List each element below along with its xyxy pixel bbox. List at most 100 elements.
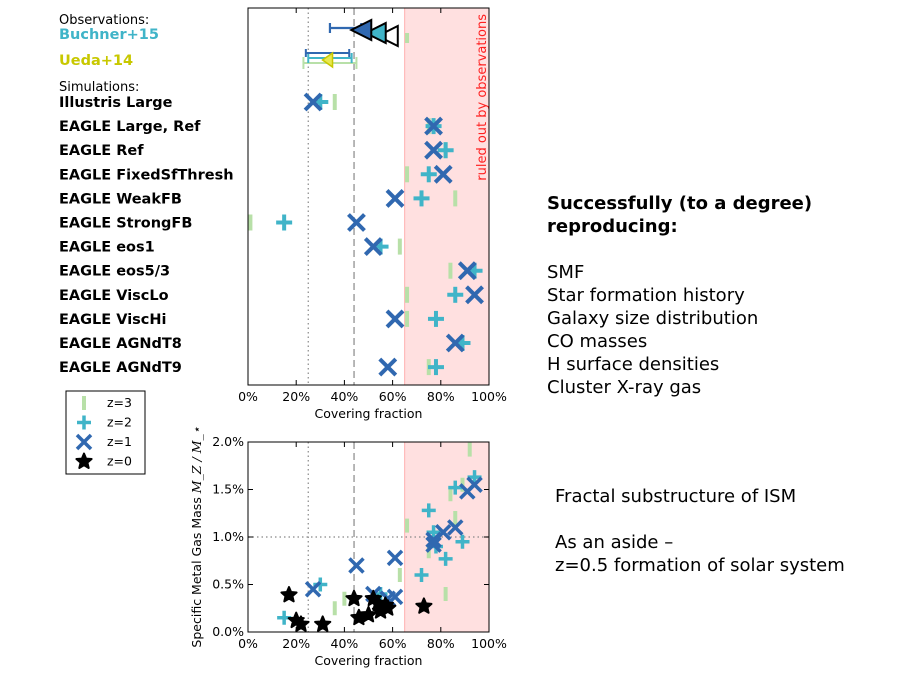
buchner-marker <box>363 21 387 45</box>
simulation-label: EAGLE eos5/3 <box>59 264 170 280</box>
x-axis-label: Covering fraction <box>315 653 423 668</box>
simulation-label: EAGLE AGNdT8 <box>59 336 182 352</box>
y-axis-label-text: Specific Metal Gas Mass <box>189 493 204 647</box>
simulation-label: Illustris Large <box>59 95 173 111</box>
simulation-row: EAGLE AGNdT8 <box>59 333 471 353</box>
z1-marker-b <box>465 285 484 305</box>
z1-marker <box>424 140 443 160</box>
buchner-marker <box>349 18 373 42</box>
z1-marker-b <box>457 261 477 281</box>
ueda-marker <box>321 51 334 69</box>
legend-label: z=3 <box>107 395 132 410</box>
notes-item: Galaxy size distribution <box>547 308 759 329</box>
z1-marker <box>424 116 443 136</box>
z1-point <box>466 476 483 493</box>
simulation-row: EAGLE FixedSfThresh <box>59 164 453 184</box>
notes-item: SMF <box>547 262 585 283</box>
z2-point <box>455 534 470 549</box>
z1-marker-b <box>424 140 443 160</box>
z2-marker <box>437 142 454 159</box>
legend-entry-z1: z=1 <box>75 433 132 451</box>
top-plot-frame <box>247 7 490 386</box>
z1-point <box>386 588 404 606</box>
legend-entry-z0: z=0 <box>75 452 132 469</box>
buchner-marker <box>375 24 399 48</box>
z0-point <box>415 597 433 614</box>
simulation-row: EAGLE WeakFB <box>59 188 458 208</box>
z0-point <box>280 586 298 603</box>
legend-label: z=2 <box>107 415 132 430</box>
z1-legend-icon-b <box>75 433 93 451</box>
excluded-region-label: ruled out by observations <box>475 14 490 181</box>
x-tick-label: 100% <box>471 389 507 404</box>
z1-marker-b <box>385 188 405 208</box>
z1-marker <box>433 164 453 184</box>
y-tick-label: 1.5% <box>212 482 244 497</box>
z1-marker <box>347 213 366 232</box>
y-tick-label: 2.0% <box>212 434 244 449</box>
z1-point-b <box>425 536 442 553</box>
redshift-legend: z=3 z=2 z=1 z=0 <box>65 390 146 475</box>
z2-point <box>414 568 429 582</box>
notes-panel: Successfully (to a degree) reproducing: … <box>547 192 812 399</box>
x-tick-label: 60% <box>379 389 407 404</box>
observation-label: Buchner+15 <box>59 27 159 43</box>
metal-gas-mass-chart: 0% 20% 40% 60% 80% 100% 0.0% 0.5% 1.0% 1.5% 2.0% Co… <box>189 426 507 668</box>
notes-item: Cluster X-ray gas <box>547 377 702 398</box>
z1-point-b <box>466 476 483 493</box>
notes-item: H surface densities <box>547 354 720 375</box>
legend-entry-z2: z=2 <box>77 415 132 430</box>
x-tick-label: 40% <box>331 636 359 651</box>
z1-marker <box>465 285 484 305</box>
simulation-label: EAGLE FixedSfThresh <box>59 167 234 183</box>
simulation-row: EAGLE Ref <box>59 140 454 160</box>
x-tick-label: 60% <box>379 636 407 651</box>
z2-marker <box>427 310 444 327</box>
z1-point <box>304 581 322 598</box>
y-tick-label: 0.0% <box>212 624 244 639</box>
simulation-label: EAGLE ViscHi <box>59 312 167 328</box>
simulation-label: EAGLE ViscLo <box>59 288 169 304</box>
z1-marker <box>445 333 465 353</box>
z0-legend-icon <box>75 452 93 469</box>
notes-item: CO masses <box>547 331 648 352</box>
z1-point-b <box>434 524 452 541</box>
x-tick-label: 80% <box>427 389 455 404</box>
notes-heading-line1: Successfully (to a degree) <box>547 193 813 214</box>
y-tick-label: 1.0% <box>212 529 244 544</box>
simulations-group-label: Simulations: <box>59 80 139 95</box>
simulation-row: EAGLE ViscHi <box>59 309 444 329</box>
legend-label: z=0 <box>107 454 132 469</box>
z1-point <box>386 549 404 567</box>
z0-point <box>314 615 332 632</box>
z2-point <box>421 503 436 518</box>
z1-marker <box>303 92 323 112</box>
observation-1 <box>302 49 358 69</box>
x-tick-label: 0% <box>238 636 258 651</box>
z1-point-b <box>348 557 365 574</box>
z1-marker-b <box>303 92 323 112</box>
z1-marker-b <box>363 237 383 257</box>
z1-marker-b <box>433 164 453 184</box>
simulation-row: EAGLE ViscLo <box>59 285 484 305</box>
simulation-row: EAGLE eos5/3 <box>59 261 483 281</box>
z1-marker-b <box>445 333 465 353</box>
z2-point <box>448 480 463 495</box>
z1-point <box>425 536 442 553</box>
observation-label: Ueda+14 <box>59 53 133 69</box>
notes-heading-line2: reproducing: <box>547 216 678 237</box>
x-tick-label: 20% <box>282 389 310 404</box>
x-tick-label: 40% <box>331 389 359 404</box>
z0-point <box>359 605 378 623</box>
z1-marker <box>457 261 477 281</box>
simulation-label: EAGLE Ref <box>59 143 144 159</box>
simulation-row: EAGLE StrongFB <box>59 213 366 232</box>
z1-marker-b <box>385 309 405 329</box>
z0-point <box>379 599 397 616</box>
z2-marker <box>420 166 437 183</box>
z1-point-b <box>386 549 404 567</box>
z2-point <box>438 551 453 566</box>
x-tick-label: 100% <box>471 636 507 651</box>
z0-point <box>345 589 363 607</box>
